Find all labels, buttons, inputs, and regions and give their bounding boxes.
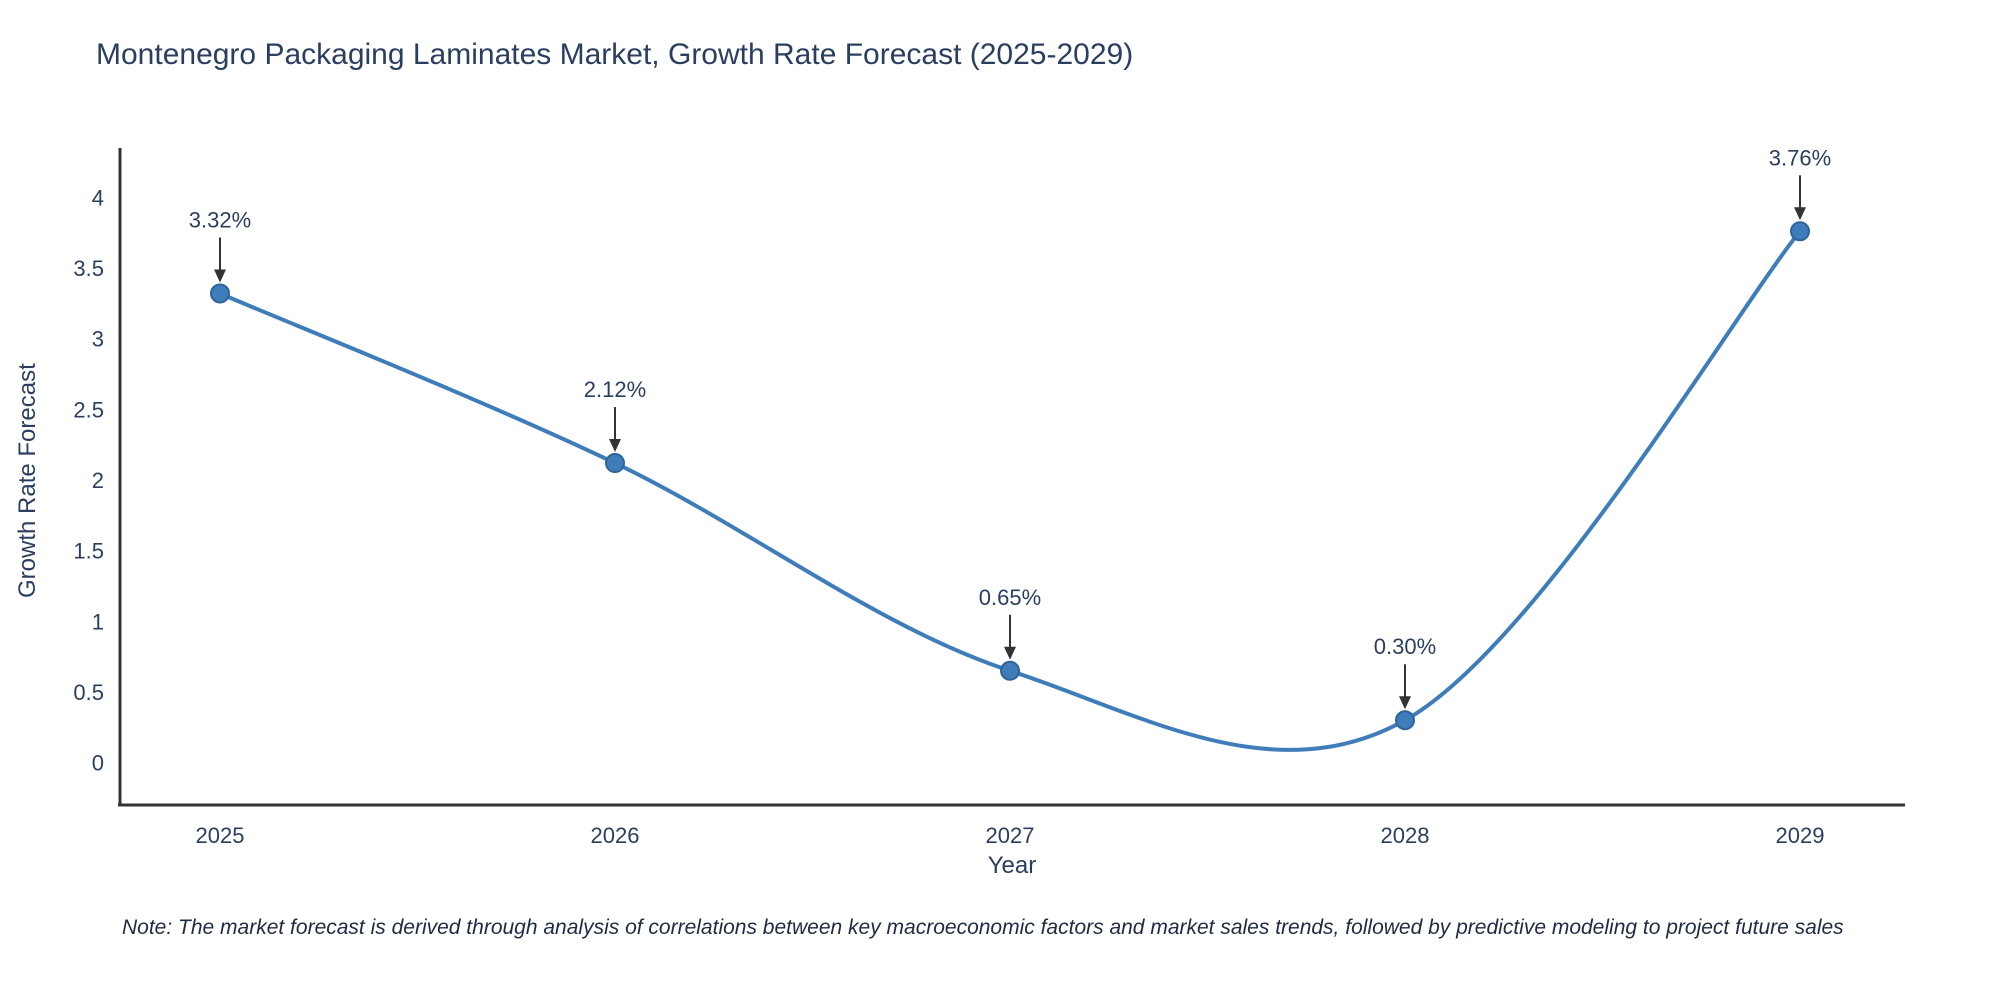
annotation-arrowhead	[1794, 207, 1806, 221]
y-tick-label: 1.5	[73, 539, 104, 564]
annotation-arrowhead	[1004, 646, 1016, 660]
point-label: 0.30%	[1374, 634, 1436, 659]
data-point-2029	[1790, 221, 1810, 242]
point-label: 2.12%	[584, 377, 646, 402]
point-label: 0.65%	[979, 585, 1041, 610]
y-tick-label: 3	[92, 327, 104, 352]
x-tick-label: 2027	[986, 823, 1035, 848]
data-point-2028	[1395, 710, 1415, 731]
y-tick-label: 0	[92, 751, 104, 776]
x-tick-label: 2026	[591, 823, 640, 848]
x-tick-label: 2029	[1776, 823, 1825, 848]
point-label: 3.76%	[1769, 145, 1831, 170]
y-tick-label: 4	[92, 185, 104, 210]
data-point-2027	[1000, 660, 1020, 681]
trend-line	[218, 229, 1802, 752]
y-tick-label: 2.5	[73, 397, 104, 422]
point-label: 3.32%	[189, 207, 251, 232]
chart-title: Montenegro Packaging Laminates Market, G…	[96, 38, 1134, 71]
x-axis-title: Year	[987, 852, 1037, 879]
data-point-2025	[210, 283, 230, 304]
annotation-arrowhead	[214, 269, 226, 283]
footnote: Note: The market forecast is derived thr…	[122, 916, 1844, 939]
annotation-arrowhead	[609, 439, 621, 453]
y-tick-label: 1	[92, 609, 104, 634]
annotation-arrowhead	[1399, 696, 1411, 710]
y-tick-label: 3.5	[73, 256, 104, 281]
x-tick-label: 2028	[1381, 823, 1430, 848]
x-tick-label: 2025	[196, 823, 245, 848]
y-tick-label: 2	[92, 468, 104, 493]
data-point-2026	[605, 453, 625, 474]
y-tick-label: 0.5	[73, 680, 104, 705]
